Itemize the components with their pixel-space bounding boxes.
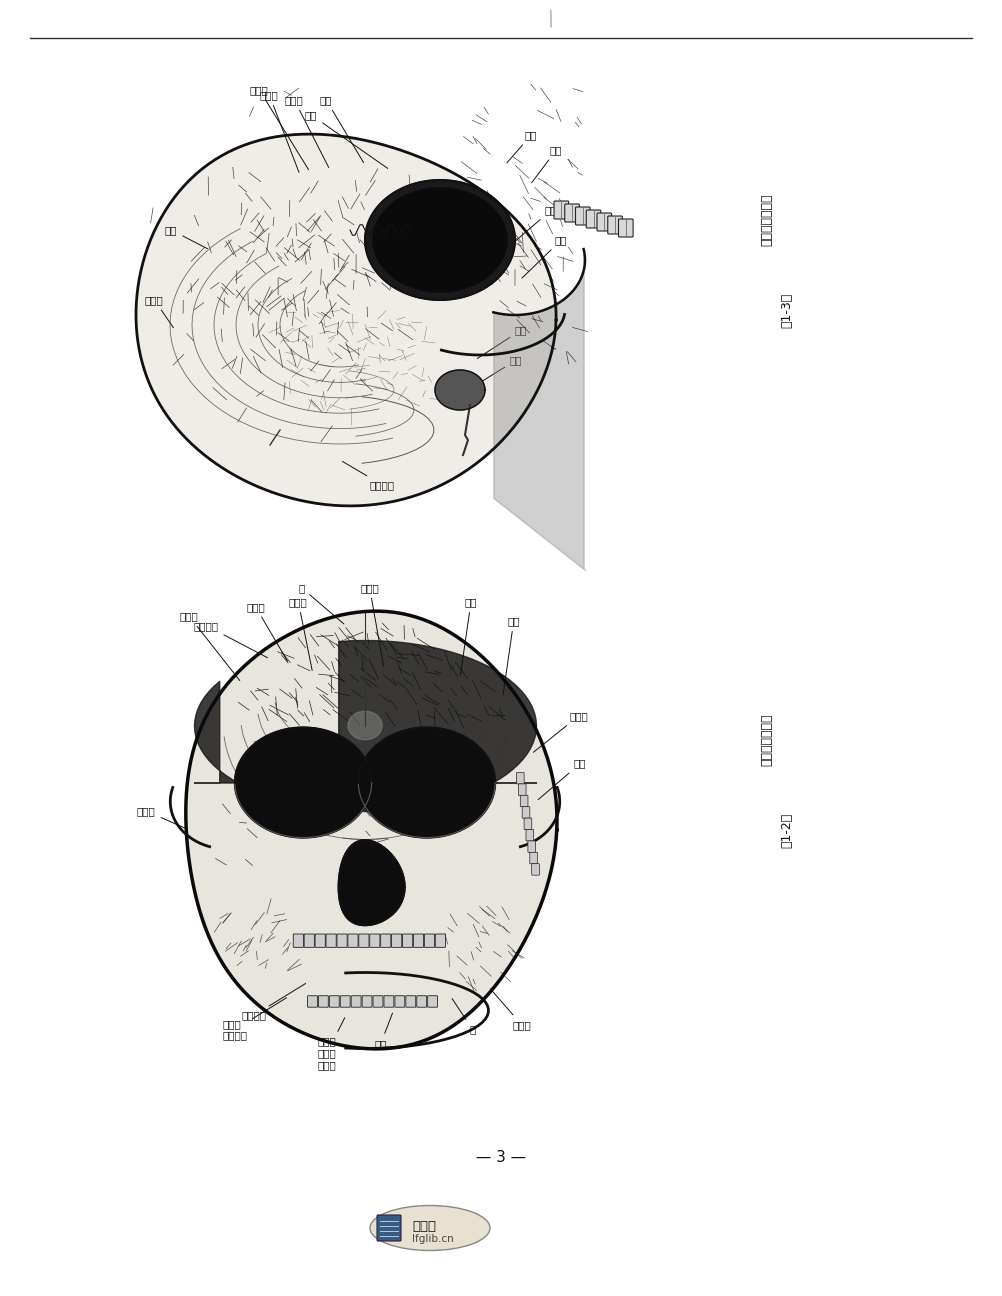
FancyBboxPatch shape xyxy=(395,995,405,1007)
FancyBboxPatch shape xyxy=(528,841,535,853)
FancyBboxPatch shape xyxy=(428,995,438,1007)
Text: 左额骨: 左额骨 xyxy=(179,612,239,680)
FancyBboxPatch shape xyxy=(530,853,537,863)
Text: 颧骨缝: 颧骨缝 xyxy=(361,583,384,666)
Text: 矢状缝: 矢状缝 xyxy=(250,86,309,170)
FancyBboxPatch shape xyxy=(597,213,611,231)
Text: 额骨: 额骨 xyxy=(305,110,388,168)
Text: 右额骨
右颞陷骨: 右额骨 右颞陷骨 xyxy=(222,998,287,1041)
Polygon shape xyxy=(339,840,405,925)
FancyBboxPatch shape xyxy=(520,796,528,806)
FancyBboxPatch shape xyxy=(554,201,568,219)
FancyBboxPatch shape xyxy=(330,995,340,1007)
FancyBboxPatch shape xyxy=(526,829,534,841)
FancyBboxPatch shape xyxy=(586,210,601,228)
Text: 颅骨断面最骼木: 颅骨断面最骼木 xyxy=(760,193,773,246)
Text: 下巴骨: 下巴骨 xyxy=(490,989,531,1030)
Polygon shape xyxy=(185,612,557,1048)
FancyBboxPatch shape xyxy=(337,934,347,947)
Polygon shape xyxy=(359,727,495,837)
FancyBboxPatch shape xyxy=(406,995,416,1007)
FancyBboxPatch shape xyxy=(315,934,326,947)
FancyBboxPatch shape xyxy=(348,934,358,947)
FancyBboxPatch shape xyxy=(524,818,532,829)
FancyBboxPatch shape xyxy=(392,934,402,947)
Text: 颞陷骨: 颞陷骨 xyxy=(246,601,288,661)
FancyBboxPatch shape xyxy=(417,995,427,1007)
FancyBboxPatch shape xyxy=(305,934,315,947)
Text: 口: 口 xyxy=(452,998,476,1034)
Polygon shape xyxy=(136,133,556,505)
Ellipse shape xyxy=(370,1205,490,1251)
FancyBboxPatch shape xyxy=(308,995,318,1007)
Polygon shape xyxy=(435,371,485,410)
FancyBboxPatch shape xyxy=(384,995,394,1007)
FancyBboxPatch shape xyxy=(381,934,391,947)
FancyBboxPatch shape xyxy=(516,772,524,784)
Text: 骨: 骨 xyxy=(299,583,344,623)
Text: 右顶心骨: 右顶心骨 xyxy=(241,984,306,1020)
FancyBboxPatch shape xyxy=(341,995,350,1007)
Text: 人字缝: 人字缝 xyxy=(285,95,329,167)
Text: 顶结节: 顶结节 xyxy=(260,89,299,172)
Polygon shape xyxy=(373,188,507,292)
FancyBboxPatch shape xyxy=(326,934,337,947)
Text: 图1-3图: 图1-3图 xyxy=(780,293,793,328)
FancyBboxPatch shape xyxy=(319,995,329,1007)
Text: 颞骨: 颞骨 xyxy=(532,145,562,183)
FancyBboxPatch shape xyxy=(608,216,622,235)
FancyBboxPatch shape xyxy=(414,934,424,947)
FancyBboxPatch shape xyxy=(403,934,413,947)
Text: 图门骨: 图门骨 xyxy=(145,295,173,328)
Text: 左顶心骨: 左顶心骨 xyxy=(194,621,268,657)
FancyBboxPatch shape xyxy=(370,934,380,947)
Polygon shape xyxy=(348,712,382,740)
FancyBboxPatch shape xyxy=(351,995,361,1007)
Text: 枕骨大孔: 枕骨大孔 xyxy=(343,461,395,490)
FancyBboxPatch shape xyxy=(522,806,530,818)
Text: 图1-2图: 图1-2图 xyxy=(780,813,793,848)
Text: 大颧骨
软骨骼
钦骶骨: 大颧骨 软骨骼 钦骶骨 xyxy=(318,1017,345,1070)
FancyBboxPatch shape xyxy=(425,934,435,947)
Text: lfglib.cn: lfglib.cn xyxy=(412,1234,454,1244)
Text: 颅骨断面骨骼木: 颅骨断面骨骼木 xyxy=(760,714,773,766)
FancyBboxPatch shape xyxy=(618,219,633,237)
Polygon shape xyxy=(234,727,372,837)
FancyBboxPatch shape xyxy=(362,995,372,1007)
Text: 颞骨: 颞骨 xyxy=(460,597,477,675)
FancyBboxPatch shape xyxy=(575,207,590,226)
Text: 颞颥骨: 颞颥骨 xyxy=(137,806,186,829)
Text: 蝶骨: 蝶骨 xyxy=(507,205,557,248)
Text: 乳突: 乳突 xyxy=(477,325,527,359)
Polygon shape xyxy=(365,180,515,299)
Text: 茎突: 茎突 xyxy=(470,355,522,389)
Text: — 3 —: — 3 — xyxy=(476,1151,526,1165)
FancyBboxPatch shape xyxy=(532,863,539,875)
FancyBboxPatch shape xyxy=(435,934,446,947)
FancyBboxPatch shape xyxy=(359,934,369,947)
Text: 流芳阁: 流芳阁 xyxy=(412,1221,436,1234)
FancyBboxPatch shape xyxy=(565,203,579,222)
FancyBboxPatch shape xyxy=(518,784,526,796)
FancyBboxPatch shape xyxy=(294,934,304,947)
Text: 眉棱骨: 眉棱骨 xyxy=(289,597,313,670)
FancyBboxPatch shape xyxy=(373,995,383,1007)
Text: 颧骨: 颧骨 xyxy=(522,235,567,279)
Text: 顶骨: 顶骨 xyxy=(165,226,207,249)
Text: 颧骨: 颧骨 xyxy=(375,1013,393,1048)
Text: 颧弓骨: 颧弓骨 xyxy=(533,712,588,752)
Text: 顶骨: 顶骨 xyxy=(320,95,364,162)
FancyBboxPatch shape xyxy=(377,1216,401,1242)
Text: 空口: 空口 xyxy=(507,130,537,163)
Text: 颧骨: 颧骨 xyxy=(503,616,520,695)
Text: 颞骨: 颞骨 xyxy=(538,758,586,800)
